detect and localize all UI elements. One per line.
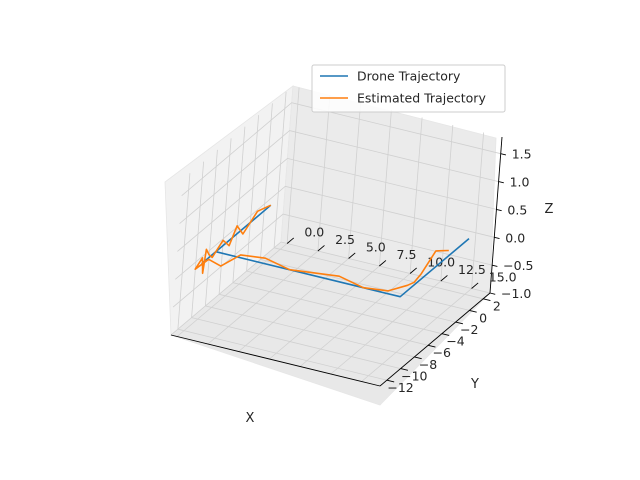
series-line-estimated [194, 204, 449, 292]
z-gridline [181, 102, 501, 197]
y-tick-label: 2.5 [335, 232, 355, 247]
z-gridline [177, 157, 497, 252]
x-tick [386, 379, 395, 383]
z-tick-label: 1.5 [512, 147, 532, 162]
x-tick [414, 356, 422, 360]
y-tick [379, 260, 387, 267]
x-axis-label: X [246, 411, 255, 426]
y-tick-label: 12.5 [458, 262, 486, 277]
z-tick [489, 292, 496, 295]
x-tick [483, 298, 491, 302]
z-axis-label: Z [545, 202, 554, 217]
z-gridline [175, 185, 495, 280]
tick-marks [286, 153, 507, 383]
x-tick-label: −2 [460, 322, 478, 337]
x-tick [441, 333, 450, 336]
x-tick-label: −12 [387, 380, 413, 395]
z-gridline [179, 130, 499, 224]
x-tick [400, 368, 409, 371]
axis-lines [170, 136, 503, 387]
legend-label-drone: Drone Trajectory [357, 69, 461, 84]
series-lines [194, 204, 470, 298]
x-tick-label: −4 [446, 334, 464, 349]
y-tick-label: 15.0 [489, 269, 517, 284]
y-tick-label: 7.5 [397, 247, 417, 262]
z-tick-label: 0.5 [507, 202, 527, 217]
z-tick [494, 236, 500, 239]
legend: Drone Trajectory Estimated Trajectory [311, 64, 506, 113]
z-tick-label: −1.0 [501, 286, 531, 301]
x-tick [455, 321, 464, 325]
y-tick [317, 245, 325, 252]
z-tick [500, 153, 507, 156]
x-tick-label: 2 [493, 299, 501, 314]
legend-label-estimated: Estimated Trajectory [357, 91, 486, 106]
y-tick-label: 0.0 [304, 224, 324, 239]
y-tick-label: 5.0 [366, 239, 386, 254]
x-axis-line [170, 334, 381, 387]
x-tick-label: −6 [433, 345, 451, 360]
z-tick-label: 0.0 [505, 230, 525, 245]
z-tick-label: −0.5 [503, 258, 533, 273]
axis-panes [164, 85, 497, 406]
z-axis-line [489, 136, 503, 294]
z-tick [496, 208, 502, 212]
legend-frame [311, 64, 506, 113]
z-tick-label: 1.0 [510, 175, 530, 190]
y-tick [409, 267, 417, 274]
y-tick [348, 252, 356, 259]
y-tick [440, 275, 448, 282]
y-tick [471, 282, 479, 289]
z-tick [498, 181, 504, 184]
z-tick [492, 264, 498, 267]
x-tick-label: 0 [479, 310, 487, 325]
y-axis-line [379, 292, 491, 387]
x-tick-label: −10 [401, 368, 427, 383]
z-gridline [172, 213, 493, 308]
y-axis-label: Y [470, 377, 479, 392]
x-tick [428, 344, 436, 348]
x-tick-label: −8 [419, 357, 437, 372]
y-tick [286, 237, 295, 244]
x-tick [469, 310, 477, 313]
